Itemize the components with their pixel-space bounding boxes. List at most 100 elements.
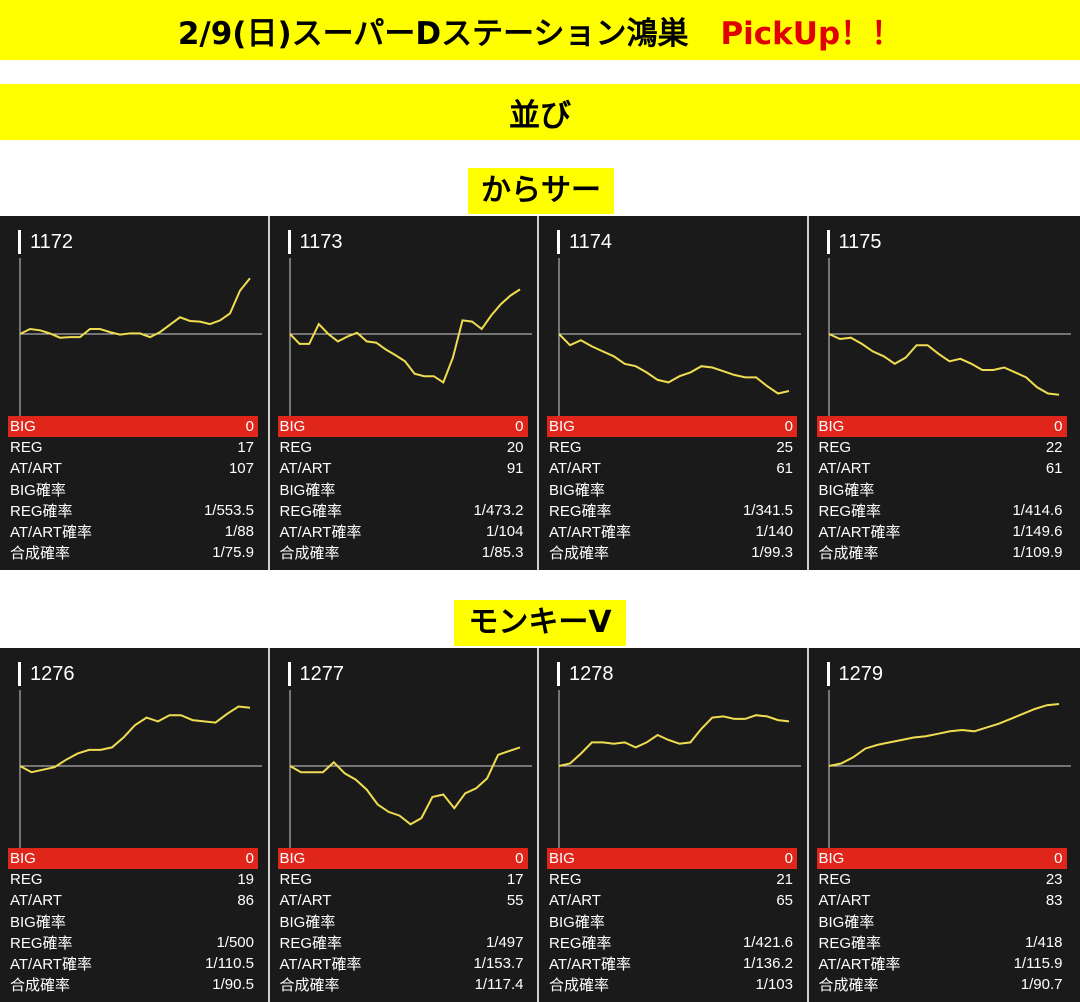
stat-label: REG確率	[280, 932, 343, 953]
slump-graph	[809, 688, 1079, 858]
stat-label: 合成確率	[819, 974, 879, 995]
machine-number: 1175	[827, 230, 882, 254]
stat-value: 19	[237, 871, 254, 888]
stat-label: REG確率	[549, 500, 612, 521]
stat-label: BIG確率	[819, 911, 875, 932]
stat-value: 21	[776, 871, 793, 888]
slump-graph	[0, 688, 270, 858]
stat-label: REG確率	[10, 932, 73, 953]
stat-label: AT/ART確率	[280, 953, 362, 974]
stat-value: 0	[785, 418, 793, 435]
stat-label: BIG	[280, 418, 306, 435]
stat-row-at: AT/ART 83	[817, 890, 1067, 911]
graph-trend-line	[559, 715, 789, 766]
stat-label: AT/ART確率	[549, 953, 631, 974]
stat-value: 1/418	[1025, 934, 1063, 951]
stat-label: AT/ART	[549, 892, 601, 909]
slump-graph	[270, 256, 540, 426]
stat-row-at-rate: AT/ART確率 1/88	[8, 521, 258, 542]
graph-trend-line	[20, 707, 250, 773]
stat-label: AT/ART	[280, 460, 332, 477]
stat-value: 91	[507, 460, 524, 477]
stat-value: 0	[246, 418, 254, 435]
slump-graph	[270, 688, 540, 858]
slump-graph	[0, 256, 270, 426]
stat-value: 1/110.5	[205, 955, 254, 972]
stat-row-big-rate: BIG確率	[817, 911, 1067, 932]
stat-row-big: BIG 0	[278, 416, 528, 437]
stat-label: REG	[819, 439, 852, 456]
stat-row-big-rate: BIG確率	[547, 911, 797, 932]
stat-value: 83	[1046, 892, 1063, 909]
stat-label: BIG	[10, 418, 36, 435]
stat-label: REG	[10, 439, 43, 456]
stat-value: 0	[785, 850, 793, 867]
stat-label: AT/ART確率	[10, 521, 92, 542]
machine-number: 1174	[557, 230, 612, 254]
stat-row-at: AT/ART 91	[278, 458, 528, 479]
graph-trend-line	[829, 334, 1059, 395]
stat-label: BIG	[10, 850, 36, 867]
stat-label: BIG	[819, 418, 845, 435]
stat-value: 1/104	[486, 523, 524, 540]
stat-value: 1/497	[486, 934, 524, 951]
stat-label: REG確率	[819, 932, 882, 953]
stat-row-big: BIG 0	[8, 416, 258, 437]
stat-value: 0	[515, 418, 523, 435]
stat-label: AT/ART	[280, 892, 332, 909]
stat-label: AT/ART確率	[280, 521, 362, 542]
stat-label: BIG確率	[10, 479, 66, 500]
stat-label: AT/ART	[819, 892, 871, 909]
stat-label: AT/ART確率	[10, 953, 92, 974]
machine-number: 1278	[557, 662, 614, 686]
stat-value: 1/88	[225, 523, 254, 540]
graph-trend-line	[290, 289, 520, 382]
stat-value: 1/85.3	[482, 544, 524, 561]
stat-value: 61	[776, 460, 793, 477]
stat-label: 合成確率	[549, 542, 609, 563]
slump-graph	[809, 256, 1079, 426]
stat-value: 1/414.6	[1012, 502, 1062, 519]
stat-label: BIG確率	[280, 911, 336, 932]
stat-value: 0	[1054, 418, 1062, 435]
stat-row-reg-rate: REG確率 1/500	[8, 932, 258, 953]
stat-label: BIG	[549, 850, 575, 867]
machine-number: 1279	[827, 662, 884, 686]
stat-value: 1/115.9	[1014, 955, 1063, 972]
stat-label: REG	[549, 439, 582, 456]
stat-value: 1/500	[216, 934, 254, 951]
stat-value: 107	[229, 460, 254, 477]
stat-value: 1/149.6	[1012, 523, 1062, 540]
stat-value: 86	[237, 892, 254, 909]
stat-row-big-rate: BIG確率	[817, 479, 1067, 500]
machine-number: 1276	[18, 662, 75, 686]
